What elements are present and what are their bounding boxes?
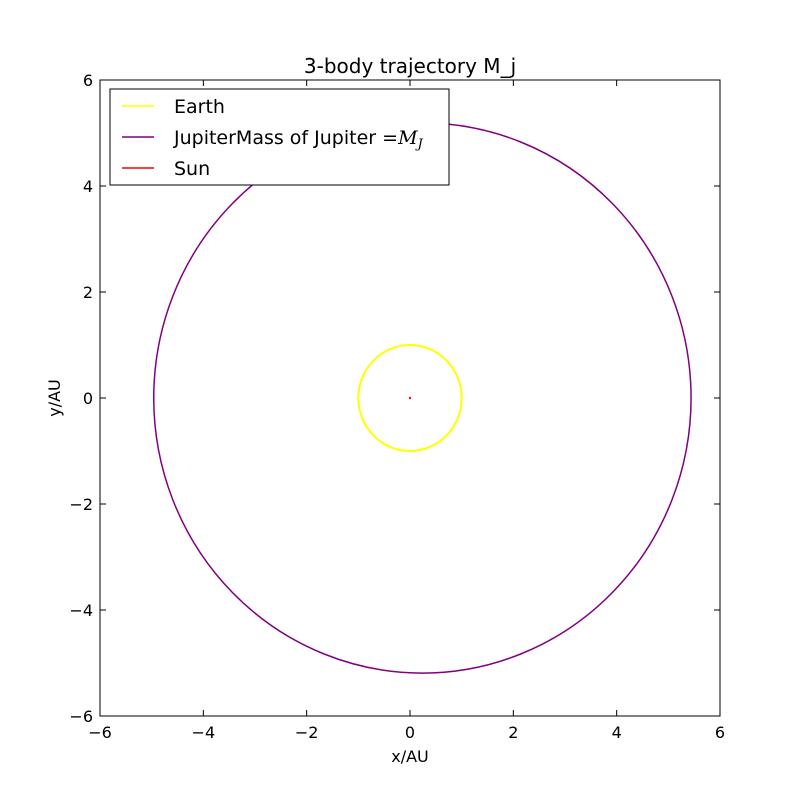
legend-label-sun: Sun bbox=[174, 158, 210, 180]
legend-box bbox=[109, 88, 450, 186]
legend-label-jupitermass: JupiterMass of Jupiter =MJ bbox=[173, 127, 424, 152]
x-tick-label: −2 bbox=[295, 723, 319, 742]
x-tick-label: −6 bbox=[88, 723, 112, 742]
sun-point bbox=[408, 396, 412, 400]
legend-label-earth: Earth bbox=[174, 96, 225, 118]
y-axis-label: y/AU bbox=[45, 379, 64, 417]
y-tick-label: 2 bbox=[83, 283, 93, 302]
axes-frame bbox=[99, 79, 721, 717]
legend: Earth JupiterMass of Jupiter =MJ Sun bbox=[109, 88, 450, 186]
y-tick-label: 6 bbox=[83, 71, 93, 90]
x-axis-label: x/AU bbox=[391, 747, 429, 766]
chart-title: 3-body trajectory M_j bbox=[304, 54, 516, 78]
y-tick-label: 4 bbox=[83, 177, 93, 196]
y-tick-label: −6 bbox=[69, 707, 93, 726]
x-tick-label: 0 bbox=[405, 723, 415, 742]
earth-orbit bbox=[357, 344, 463, 452]
axis-ticks: −6 −4 −2 0 2 4 6 −6 −4 −2 0 2 4 6 bbox=[69, 71, 725, 742]
x-tick-label: −4 bbox=[192, 723, 216, 742]
x-tick-label: 4 bbox=[612, 723, 622, 742]
x-tick-label: 6 bbox=[715, 723, 725, 742]
y-tick-label: −2 bbox=[69, 495, 93, 514]
y-tick-label: 0 bbox=[83, 389, 93, 408]
x-tick-label: 2 bbox=[508, 723, 518, 742]
y-tick-label: −4 bbox=[69, 601, 93, 620]
